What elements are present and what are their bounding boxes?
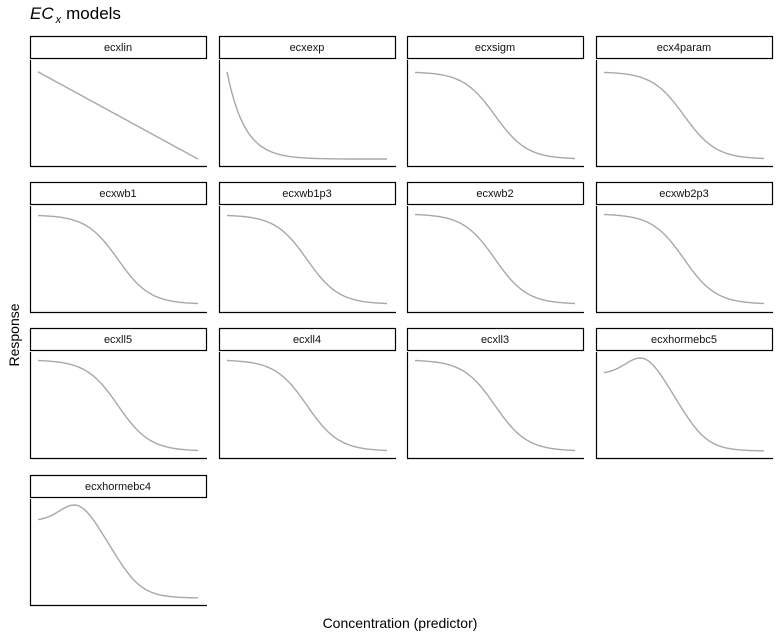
facet-label: ecxhormebc5 <box>651 334 717 346</box>
facet-label: ecxexp <box>290 42 325 54</box>
series-line-ecxwb1p3 <box>226 214 388 305</box>
series-line-ecxwb2p3 <box>603 213 765 305</box>
facet-label: ecxwb2p3 <box>659 188 709 200</box>
series-line-ecxexp <box>226 71 387 160</box>
series-line-ecxwb2 <box>414 213 576 305</box>
facet-label: ecxlin <box>104 42 132 54</box>
facet-panel-ecxhormebc4: ecxhormebc4 <box>29 474 208 607</box>
facet-strip <box>218 181 397 206</box>
facet-label: ecxsigm <box>475 42 515 54</box>
facet-label: ecxhormebc4 <box>85 481 151 493</box>
facet-panel-ecxll5: ecxll5 <box>29 327 208 460</box>
x-axis-label: Concentration (predictor) <box>322 615 478 631</box>
facet-panel-ecxwb2p3: ecxwb2p3 <box>595 181 774 314</box>
facet-panel-ecxwb2: ecxwb2 <box>406 181 585 314</box>
series-line-ecxhormebc4 <box>37 504 199 599</box>
facet-panel-ecxsigm: ecxsigm <box>406 35 585 168</box>
facet-strip <box>406 181 585 206</box>
series-line-ecxsigm <box>414 71 576 160</box>
plot-title-subscript: x <box>55 14 62 26</box>
series-line-ecx4param <box>603 71 765 160</box>
plot-title-main: EC <box>30 4 54 23</box>
facet-label: ecx4param <box>657 42 711 54</box>
plot-title-rest: models <box>66 4 121 23</box>
series-line-ecxlin <box>37 71 199 160</box>
series-line-ecxll3 <box>414 359 576 452</box>
facet-panel-ecxwb1p3: ecxwb1p3 <box>218 181 397 314</box>
facet-panel-ecxexp: ecxexp <box>218 35 397 168</box>
facet-label: ecxll4 <box>293 334 321 346</box>
series-line-ecxwb1 <box>37 214 199 305</box>
facet-label: ecxll5 <box>104 334 132 346</box>
series-line-ecxll4 <box>226 359 388 452</box>
facet-strip <box>406 327 585 352</box>
facet-strip <box>218 327 397 352</box>
facet-strip <box>29 181 208 206</box>
facet-strip <box>595 35 774 60</box>
facet-panel-ecxlin: ecxlin <box>29 35 208 168</box>
facet-label: ecxwb1 <box>99 188 136 200</box>
facet-strip <box>29 35 208 60</box>
facet-label: ecxll3 <box>481 334 509 346</box>
facet-strip <box>29 474 208 499</box>
plot-title: EC x models <box>30 4 121 26</box>
series-line-ecxhormebc5 <box>603 357 765 452</box>
facet-strip <box>406 35 585 60</box>
facet-panel-ecxwb1: ecxwb1 <box>29 181 208 314</box>
y-axis-label: Response <box>6 303 22 367</box>
facet-label: ecxwb2 <box>476 188 513 200</box>
facet-strip <box>218 35 397 60</box>
facet-panel-ecx4param: ecx4param <box>595 35 774 168</box>
facet-strip <box>595 181 774 206</box>
facet-panel-ecxll3: ecxll3 <box>406 327 585 460</box>
facet-label: ecxwb1p3 <box>282 188 332 200</box>
facet-panel-ecxhormebc5: ecxhormebc5 <box>595 327 774 460</box>
facet-strip <box>29 327 208 352</box>
facet-panel-ecxll4: ecxll4 <box>218 327 397 460</box>
facet-strip <box>595 327 774 352</box>
series-line-ecxll5 <box>37 359 199 452</box>
